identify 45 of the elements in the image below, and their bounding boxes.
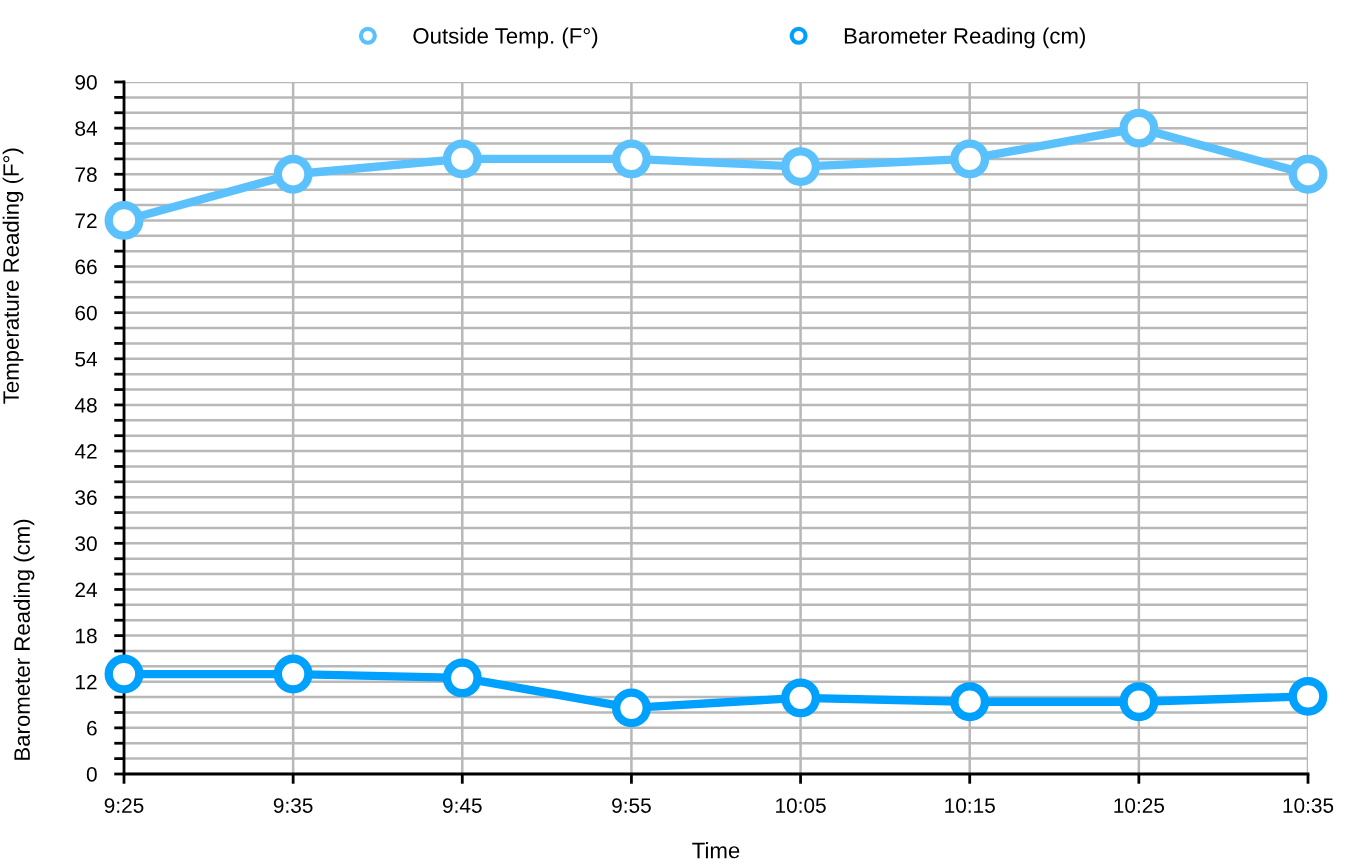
x-tick-label: 9:25 [104, 798, 144, 813]
point [104, 200, 144, 240]
y-tick-label: 42 [74, 444, 97, 459]
point [1119, 682, 1159, 722]
point [273, 654, 313, 694]
y-axis-title: Temperature Reading (F°) [2, 148, 24, 404]
y-tick-label: 18 [76, 628, 97, 644]
y-tick-label: 54 [75, 352, 97, 367]
y-tick-label: 72 [75, 213, 97, 228]
point [104, 654, 144, 694]
point [950, 682, 990, 722]
x-tick-label: 10:15 [945, 798, 995, 813]
legend-label: Outside Temp. (F°) [413, 27, 598, 49]
y-tick-label: 0 [86, 767, 97, 782]
x-tick-label: 9:35 [273, 798, 313, 813]
x-axis-title: Time [692, 842, 740, 859]
y-tick-label: 24 [75, 582, 97, 598]
text: Barometer Reading (cm) [13, 519, 35, 760]
point [1288, 154, 1328, 194]
point [442, 658, 482, 698]
y-tick-label: 30 [75, 536, 97, 552]
y-tick-label: 6 [87, 720, 97, 736]
point [950, 139, 990, 179]
point [781, 678, 821, 718]
x-tick-label: 9:45 [442, 798, 482, 813]
y-tick-label: 12 [76, 674, 97, 690]
point [273, 154, 313, 194]
point [1288, 676, 1328, 716]
y-tick-label: 36 [75, 490, 97, 505]
x-tick-label: 10:35 [1283, 798, 1334, 813]
point [611, 688, 651, 728]
y-tick-label: 60 [75, 305, 97, 321]
x-tick-label: 9:55 [612, 798, 651, 813]
point [1119, 108, 1159, 148]
point [611, 139, 651, 179]
y-tick-label: 78 [75, 167, 97, 183]
y-tick-label: 84 [75, 121, 97, 136]
legend-label: Barometer Reading (cm) [844, 27, 1085, 49]
x-tick-label: 10:05 [776, 798, 826, 813]
y-tick-label: 90 [75, 75, 97, 90]
point [442, 139, 482, 179]
x-tick-label: 10:25 [1114, 798, 1165, 813]
point [781, 147, 821, 187]
y-tick-label: 48 [74, 397, 97, 413]
y-tick-label: 66 [75, 259, 97, 275]
